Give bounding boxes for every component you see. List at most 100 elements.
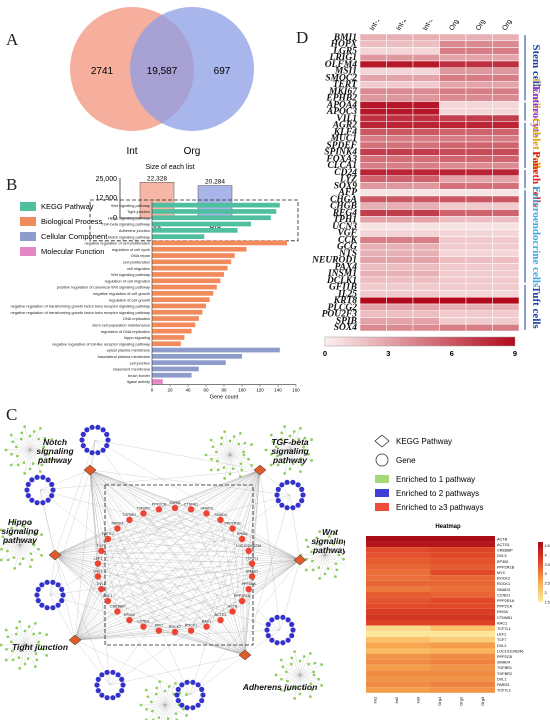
gene-node-1-pathway bbox=[45, 633, 49, 636]
gene-node-1-pathway bbox=[298, 692, 302, 696]
gene-node-2-pathways bbox=[50, 487, 56, 493]
heatmap-d-cell bbox=[386, 141, 414, 149]
legend-label: Biological Process bbox=[41, 217, 103, 226]
network-edge bbox=[49, 469, 91, 596]
network-edge bbox=[306, 554, 326, 560]
network-edge bbox=[74, 538, 243, 641]
go-bar-label: Wnt signaling pathway bbox=[111, 272, 150, 277]
heatmap-c-gene-label: TCF7 bbox=[497, 638, 507, 642]
network-edge bbox=[29, 449, 41, 472]
network-edge bbox=[54, 513, 207, 556]
network-legend-label: Enriched to ≥3 pathways bbox=[396, 503, 484, 512]
heatmap-d-cell bbox=[465, 108, 493, 116]
network-edge bbox=[158, 559, 301, 631]
heatmap-c-cell bbox=[387, 631, 409, 637]
gene-node-1-pathway bbox=[39, 426, 42, 430]
gene-node-1-pathway bbox=[30, 558, 34, 562]
heatmap-d-cell bbox=[492, 94, 520, 102]
gene-node-1-pathway bbox=[310, 438, 314, 441]
go-bar-label: cell migration bbox=[127, 266, 150, 271]
network-edge bbox=[16, 633, 26, 646]
legend-swatch bbox=[20, 232, 36, 241]
gene-node-1-pathway bbox=[20, 431, 24, 435]
heatmap-c-gene-label: PPP2R1B bbox=[497, 565, 515, 569]
core-gene-label: ROCK1 bbox=[185, 624, 197, 628]
network-edge bbox=[220, 469, 261, 621]
heatmap-d-cell bbox=[492, 276, 520, 284]
go-bar bbox=[152, 202, 280, 208]
heatmap-d-cell bbox=[492, 195, 520, 203]
gene-node-1-pathway bbox=[32, 632, 36, 636]
gene-node-1-pathway bbox=[332, 542, 336, 546]
gene-node-1-pathway bbox=[9, 463, 13, 467]
heatmap-d-cell bbox=[465, 216, 493, 224]
core-gene-label: MYC bbox=[155, 624, 163, 628]
network-edge bbox=[319, 554, 326, 579]
go-x-tick-label: 120 bbox=[256, 388, 264, 393]
gene-node-2-pathways bbox=[44, 579, 50, 585]
network-edge bbox=[294, 674, 301, 699]
go-x-axis-label: Gene count bbox=[210, 395, 239, 401]
network-edge bbox=[232, 469, 261, 529]
heatmap-c-cell bbox=[452, 564, 474, 570]
heatmap-d-cell bbox=[386, 87, 414, 95]
network-edge bbox=[232, 611, 246, 656]
network-edge bbox=[289, 449, 309, 455]
network-edge bbox=[13, 544, 21, 558]
heatmap-d-cell bbox=[465, 94, 493, 102]
gene-node-2-pathways bbox=[300, 492, 306, 498]
network-edge bbox=[54, 550, 102, 556]
core-gene-label: SMAD2 bbox=[246, 569, 258, 573]
heatmap-d-cell bbox=[465, 114, 493, 122]
heatmap-c-gene-label: EP300 bbox=[497, 560, 508, 564]
heatmap-c-cell bbox=[387, 541, 409, 548]
network-edge bbox=[107, 538, 301, 561]
heatmap-d-cell bbox=[412, 60, 440, 68]
core-gene-label: PARD3 bbox=[112, 522, 124, 526]
go-bar-label: regulation of cell migration bbox=[105, 278, 150, 283]
network-edge bbox=[259, 469, 281, 631]
heatmap-d-gene-label: SMOC2 bbox=[325, 73, 357, 83]
network-edge bbox=[89, 469, 221, 520]
gene-node-1-pathway bbox=[247, 457, 250, 461]
network-edge bbox=[129, 519, 301, 561]
network-edge bbox=[12, 441, 31, 451]
network-edge bbox=[107, 538, 246, 656]
heatmap-c-cell bbox=[473, 648, 495, 654]
network-edge bbox=[74, 528, 233, 641]
network-edge bbox=[164, 704, 187, 716]
heatmap-d-cell bbox=[359, 168, 387, 176]
heatmap-c-cell bbox=[473, 687, 495, 693]
network-edge bbox=[158, 509, 246, 656]
heatmap-c-gene-label: TGFBR1 bbox=[497, 666, 512, 670]
go-bar-label: TGF-beta signaling pathway bbox=[101, 222, 150, 227]
gene-node-1-pathway bbox=[299, 470, 302, 474]
gene-node-1-pathway bbox=[327, 535, 331, 538]
gene-node-1-pathway bbox=[23, 471, 27, 475]
heatmap-c-cell bbox=[409, 547, 431, 553]
gene-node-1-pathway bbox=[9, 640, 13, 644]
network-edge bbox=[19, 541, 34, 546]
network-edge bbox=[1, 529, 21, 546]
network-edge bbox=[54, 519, 221, 556]
heatmap-d-cell bbox=[412, 222, 440, 230]
kegg-highlight-box bbox=[89, 199, 299, 242]
gene-node-2-pathways bbox=[199, 686, 205, 692]
heatmap-d-cell bbox=[492, 121, 520, 129]
pathway-hub-label-line: pathway bbox=[312, 545, 345, 555]
network-edge bbox=[161, 704, 166, 720]
go-bar bbox=[152, 291, 214, 296]
heatmap-c-colorbar-tick: 4 bbox=[545, 553, 547, 557]
gene-node-1-pathway bbox=[10, 452, 13, 456]
network-edge bbox=[224, 454, 231, 479]
network-edge bbox=[284, 449, 291, 474]
network-edge bbox=[54, 550, 249, 556]
network-edge bbox=[24, 641, 39, 646]
network-legend-label: Enriched to 2 pathways bbox=[396, 489, 479, 498]
heatmap-c-cell bbox=[452, 558, 474, 564]
gene-node-1-pathway bbox=[27, 532, 31, 536]
heatmap-d-cell bbox=[492, 175, 520, 183]
go-bar bbox=[152, 354, 242, 359]
gene-node-2-pathways bbox=[55, 602, 61, 608]
heatmap-d-cell bbox=[465, 276, 493, 284]
